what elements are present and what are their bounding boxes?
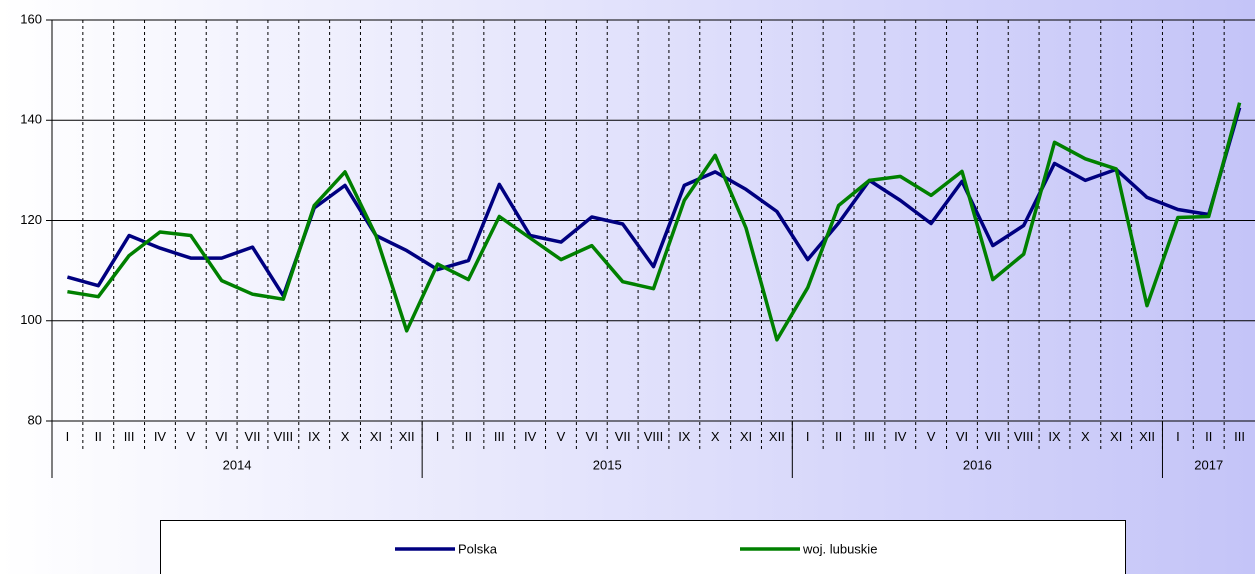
x-tick-label: I: [806, 429, 810, 444]
x-tick-label: V: [186, 429, 195, 444]
series-line: [67, 102, 1242, 342]
x-tick-label: V: [557, 429, 566, 444]
x-tick-label: V: [927, 429, 936, 444]
x-tick-label: XI: [740, 429, 752, 444]
x-tick-label: IV: [154, 429, 167, 444]
year-label: 2014: [223, 457, 252, 472]
y-tick-label: 120: [20, 212, 42, 227]
x-tick-label: VII: [245, 429, 261, 444]
x-tick-label: X: [341, 429, 350, 444]
year-label: 2017: [1194, 457, 1223, 472]
x-tick-label: XI: [370, 429, 382, 444]
y-tick-label: 160: [20, 11, 42, 26]
y-tick-label: 80: [28, 412, 42, 427]
x-tick-label: II: [465, 429, 472, 444]
x-tick-label: VIII: [644, 429, 664, 444]
y-tick-label: 100: [20, 312, 42, 327]
x-tick-label: I: [66, 429, 70, 444]
y-tick-label: 140: [20, 112, 42, 127]
legend-box: [160, 520, 1126, 574]
x-tick-label: IX: [308, 429, 321, 444]
x-tick-label: X: [1081, 429, 1090, 444]
x-tick-label: I: [1176, 429, 1180, 444]
x-tick-label: IV: [524, 429, 537, 444]
x-tick-label: X: [711, 429, 720, 444]
x-tick-label: II: [835, 429, 842, 444]
legend-label: woj. lubuskie: [802, 541, 877, 556]
year-label: 2015: [593, 457, 622, 472]
x-tick-label: I: [436, 429, 440, 444]
x-tick-label: IX: [1048, 429, 1061, 444]
x-tick-label: VII: [985, 429, 1001, 444]
x-tick-label: III: [864, 429, 875, 444]
legend-label: Polska: [458, 541, 498, 556]
x-tick-label: XI: [1110, 429, 1122, 444]
x-tick-label: XII: [1139, 429, 1155, 444]
x-tick-label: III: [494, 429, 505, 444]
x-tick-label: XII: [399, 429, 415, 444]
x-tick-label: II: [1205, 429, 1212, 444]
x-tick-label: VIII: [1014, 429, 1034, 444]
x-tick-label: III: [1234, 429, 1245, 444]
x-tick-label: VI: [956, 429, 968, 444]
x-tick-label: IX: [678, 429, 691, 444]
x-tick-label: VIII: [274, 429, 294, 444]
x-tick-label: XII: [769, 429, 785, 444]
x-tick-label: VII: [615, 429, 631, 444]
year-label: 2016: [963, 457, 992, 472]
x-tick-label: VI: [216, 429, 228, 444]
x-tick-label: II: [95, 429, 102, 444]
x-tick-label: IV: [894, 429, 907, 444]
x-tick-label: III: [124, 429, 135, 444]
x-tick-label: VI: [586, 429, 598, 444]
